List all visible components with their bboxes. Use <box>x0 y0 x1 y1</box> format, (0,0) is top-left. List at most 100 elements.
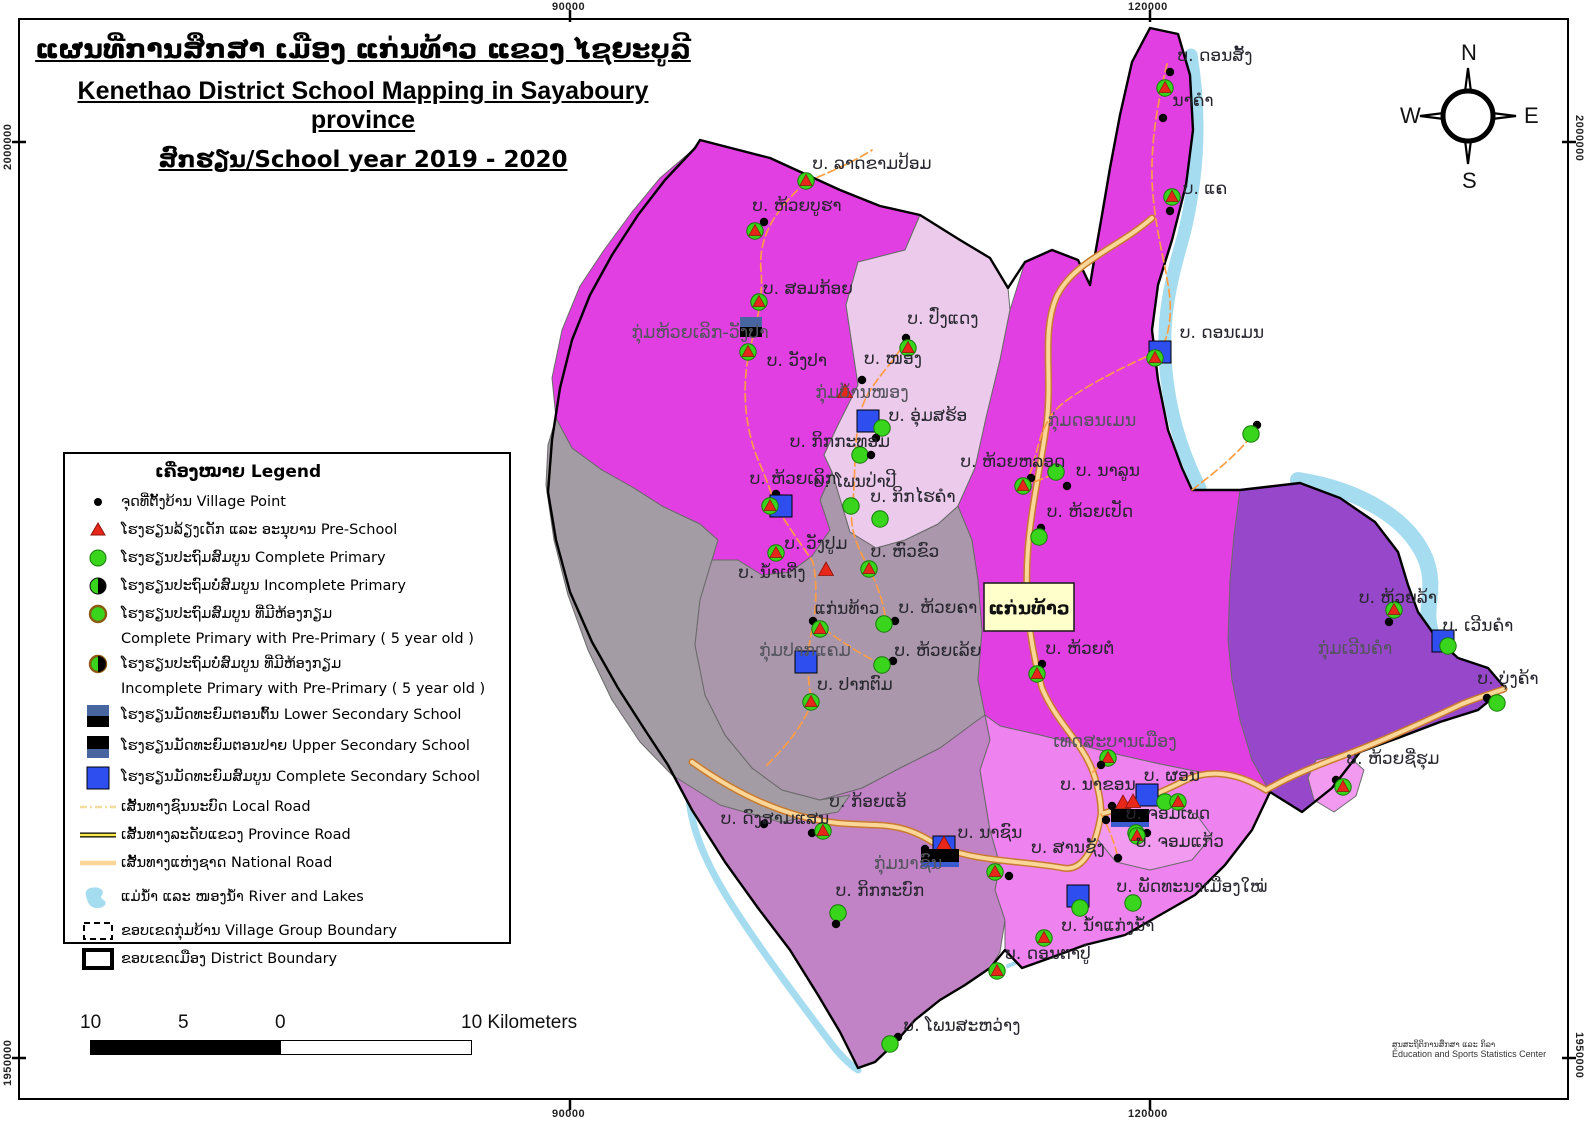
legend-item-local-road: ເສັ້ນທາງຊົນນະບົດ Local Road <box>75 793 503 821</box>
village-marker-cluster <box>817 561 835 576</box>
village-marker-cluster <box>746 217 769 240</box>
legend-item-national-road: ເສັ້ນທາງແຫ່ງຊາດ National Road <box>75 849 503 877</box>
district-boundary-swatch <box>75 945 121 973</box>
village-group-label: ກຸ່ມເວີນຄໍາ <box>1318 638 1393 661</box>
legend-item-text: ຂອບເຂດກຸ່ມບ້ານ Village Group Boundary <box>121 922 398 939</box>
village-label: ບ. ພັດທະນາເມືອງໃໝ່ <box>1117 875 1268 897</box>
village-group-label: ກຸ່ມຫ້ວຍເລິກ-ວັງປາ <box>631 321 768 345</box>
village-marker-cluster <box>1047 463 1072 491</box>
village-marker-cluster <box>1014 473 1036 495</box>
village-label: ບ. ນ້ຳແກ່ງນ້ຳ <box>1062 915 1155 936</box>
village-marker-cluster <box>761 489 793 518</box>
legend-item-pre-school: ໂຮງຮຽນລ້ຽງເດັກ ແລະ ອະນຸບານ Pre-School <box>75 516 503 544</box>
village-label: ນາຄໍາ <box>1172 91 1213 111</box>
legend-item-incomplete-primary-pre: ໂຮງຮຽນປະຖົມບໍ່ສົມບູນ ທີ່ມີຫ້ອງກຽມ <box>75 650 503 678</box>
incomplete-primary-swatch <box>75 572 121 600</box>
village-label: ບ. ຫ້ວຍເລິກ <box>750 468 837 489</box>
village-label: ບ. ລາດຂາມປ້ອມ <box>812 151 931 174</box>
village-marker-cluster <box>1482 693 1506 712</box>
village-label: ບ. ສານຊັ້ງ <box>1031 836 1105 858</box>
village-label: ບ. ກິກກະທອມ <box>790 431 890 452</box>
compass-n-label: N <box>1461 40 1477 65</box>
province-road-icon <box>80 832 116 838</box>
village-marker-cluster <box>759 819 832 840</box>
coord-right-top: 2000000 <box>1573 115 1585 162</box>
legend-item-text: ເສັ້ນທາງຊົນນະບົດ Local Road <box>121 798 311 815</box>
incomplete-primary-icon <box>89 577 107 595</box>
village-marker-cluster <box>1242 420 1262 443</box>
scale-bar: 10 5 0 10 Kilometers <box>78 1012 598 1064</box>
village-label: ບ. ອຸ່ມສຮ້ອ <box>889 405 967 428</box>
village-marker-cluster <box>875 615 900 633</box>
legend-item-text: ໂຮງຮຽນປະຖົມສົມບູນ Complete Primary <box>121 549 386 566</box>
legend-item-text: ໂຮງຮຽນປະຖົມບໍ່ສົມບູນ Incomplete Primary <box>121 577 406 594</box>
national-road-icon <box>80 860 116 866</box>
village-marker-cluster <box>1163 188 1181 216</box>
legend-item-text: ໂຮງຮຽນມັດທະຍົມສົມບູນ Complete Secondary … <box>121 769 480 786</box>
village-group-label: ເທດສະບານເມືອງ <box>1053 731 1176 752</box>
village-marker-cluster <box>767 544 785 562</box>
village-marker-cluster <box>920 835 959 867</box>
village-marker-cluster <box>851 446 876 464</box>
village-group-boundary-swatch <box>75 917 121 945</box>
map-title-block: ແຜນທີ່ການສຶກສາ ເມືອງ ແກ່ນທ້າວ ແຂວງ ໄຊຍະບ… <box>28 34 698 173</box>
village-label: ບ. ໜອງ <box>864 349 922 369</box>
village-label: ບ. ປົ່ງແດງ <box>907 305 978 329</box>
legend-item-text: ເສັ້ນທາງແຫ່ງຊາດ National Road <box>121 854 333 871</box>
village-label: ບ. ຫ້ວຍບູຮາ <box>752 195 841 216</box>
village-label: ບ. ແຄ <box>1183 179 1227 199</box>
national-road-swatch <box>75 849 121 877</box>
legend-item-complete-primary-pre: ໂຮງຮຽນປະຖົມສົມບູນ ທີ່ມີຫ້ອງກຽມ <box>75 600 503 628</box>
pre-school-swatch <box>75 516 121 544</box>
village-marker-cluster <box>794 650 818 674</box>
village-marker-cluster <box>1158 113 1168 123</box>
village-marker-cluster <box>1071 894 1142 917</box>
complete-primary-swatch <box>75 544 121 572</box>
village-group-label: ກຸ່ມນາຊົນ <box>874 852 942 876</box>
compass-e-label: E <box>1524 103 1539 128</box>
village-marker-cluster <box>1028 659 1047 683</box>
village-group-label: ກຸ່ມບ້ານໜອງ <box>815 382 908 405</box>
legend-item-text: ຈຸດທີ່ຕັ້ງບ້ານ Village Point <box>121 493 286 510</box>
title-lao: ແຜນທີ່ການສຶກສາ ເມືອງ ແກ່ນທ້າວ ແຂວງ ໄຊຍະບ… <box>35 34 691 65</box>
legend-item-lower-secondary: ໂຮງຮຽນມັດທະຍົມຕອນຕົ້ນ Lower Secondary Sc… <box>75 700 503 731</box>
village-marker-cluster <box>986 863 1014 881</box>
village-marker-cluster <box>829 904 847 929</box>
lower-secondary-swatch <box>75 700 121 731</box>
village-label: ບ. ຈອມເພດ <box>1126 804 1210 824</box>
coord-top-right: 120000 <box>1128 1 1168 13</box>
legend-item-upper-secondary: ໂຮງຮຽນມັດທະຍົມຕອນປາຍ Upper Secondary Sch… <box>75 731 503 762</box>
village-label: ບ. ກິກກະບົກ <box>836 879 924 901</box>
village-label: ບ. ວັງປາ <box>767 349 827 371</box>
coord-bottom-left: 90000 <box>552 1108 586 1120</box>
village-label: ບ. ເວີນຄໍາ <box>1443 615 1514 636</box>
complete-primary-pre-swatch <box>75 600 121 628</box>
legend-item-text: ໂຮງຮຽນລ້ຽງເດັກ ແລະ ອະນຸບານ Pre-School <box>121 521 398 538</box>
village-label: ບ. ນາລູນ <box>1076 461 1140 481</box>
pre-school-icon <box>90 522 106 536</box>
legend-item-river: ແມ່ນ້ຳ ແລະ ໜອງນ້ຳ River and Lakes <box>75 877 503 917</box>
district-boundary-icon <box>82 948 114 970</box>
village-label: ບ. ຜອນ <box>1144 766 1200 786</box>
village-label: ບ. ນາຂອນ <box>1060 775 1135 795</box>
village-marker-cluster <box>1030 523 1048 546</box>
province-road-swatch <box>75 821 121 849</box>
village-label: ບ. ບຸ່ງຄ້າ <box>1477 668 1538 691</box>
village-group-label: ກຸ່ມດອນເມນ <box>1048 411 1137 433</box>
village-label: ບ. ດົງສາມແສນ <box>721 807 829 829</box>
legend-item-district-boundary: ຂອບເຂດເມືອງ District Boundary <box>75 945 503 973</box>
legend-item-text: ໂຮງຮຽນປະຖົມບໍ່ສົມບູນ ທີ່ມີຫ້ອງກຽມ <box>121 655 342 672</box>
coord-top-left: 90000 <box>552 1 586 13</box>
village-marker-cluster <box>750 293 768 311</box>
legend-item-text: ຂອບເຂດເມືອງ District Boundary <box>121 950 338 967</box>
village-marker-cluster <box>881 1032 903 1053</box>
school-markers <box>739 67 1506 1053</box>
village-label: ແກ່ນທ້າວ <box>815 598 880 619</box>
complete-primary-pre-icon <box>88 604 108 624</box>
village-marker-cluster <box>1146 340 1172 367</box>
complete-secondary-swatch <box>75 762 121 793</box>
scale-bar-graphic <box>90 1040 472 1055</box>
upper-secondary-swatch <box>75 731 121 762</box>
village-label: ບ. ນາຊົນ <box>958 821 1023 843</box>
